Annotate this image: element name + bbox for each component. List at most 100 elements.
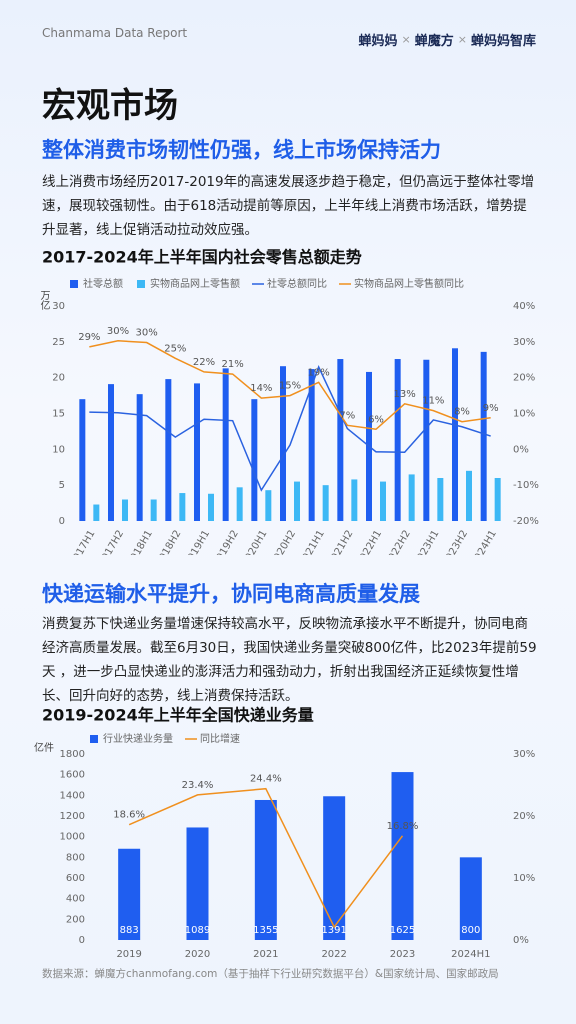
- line-label: 29%: [78, 332, 100, 343]
- bar: [150, 499, 157, 521]
- bar: [423, 359, 430, 521]
- y2-tick-label: 0%: [513, 935, 529, 946]
- x-tick-label: 2023H2: [441, 529, 470, 556]
- y-tick-label: 10: [52, 444, 65, 455]
- page-title: 宏观市场: [42, 86, 178, 126]
- bar: [136, 394, 143, 521]
- x-tick-label: 2021H1: [298, 529, 327, 556]
- legend-label: 实物商品网上零售额: [150, 277, 240, 290]
- bar-label: 1355: [253, 925, 278, 936]
- bar-label: 1391: [321, 925, 346, 936]
- y2-tick-label: 30%: [513, 749, 535, 760]
- line-label: 14%: [250, 383, 272, 394]
- bar: [459, 857, 482, 940]
- bar: [308, 369, 315, 521]
- y2-tick-label: 20%: [513, 373, 535, 384]
- brand: 蝉魔方: [414, 34, 454, 49]
- bar: [322, 485, 329, 521]
- line-label: 13%: [394, 389, 416, 400]
- y-tick-label: 0: [79, 935, 85, 946]
- separator: ×: [401, 33, 411, 46]
- bar-label: 800: [461, 925, 480, 936]
- legend-swatch: [70, 280, 78, 288]
- y2-tick-label: 40%: [513, 301, 535, 312]
- bar: [337, 359, 344, 521]
- y-tick-label: 20: [52, 373, 65, 384]
- line-label: 18.6%: [113, 810, 145, 821]
- chart-title: 2019-2024年上半年全国快递业务量: [42, 706, 314, 725]
- bar: [165, 379, 172, 521]
- line-label: 30%: [107, 326, 129, 337]
- x-tick-label: 2019H1: [183, 529, 212, 556]
- line-label: 19%: [308, 367, 330, 378]
- bar: [208, 493, 214, 521]
- y2-tick-label: 10%: [513, 873, 535, 884]
- bar: [179, 493, 186, 521]
- bar: [466, 470, 472, 521]
- line-label: 23.4%: [182, 780, 214, 791]
- bar: [323, 796, 346, 940]
- bar: [265, 490, 272, 521]
- y-tick-label: 1000: [60, 832, 85, 843]
- bar: [437, 478, 444, 521]
- y-tick-label: 30: [52, 301, 65, 312]
- x-tick-label: 2018H2: [154, 529, 183, 556]
- bar-label: 1089: [185, 925, 210, 936]
- bar: [394, 359, 401, 521]
- report-name: Chanmama Data Report: [42, 26, 188, 40]
- bar: [108, 384, 114, 521]
- bar: [351, 479, 358, 521]
- line-label: 15%: [279, 381, 301, 392]
- x-tick-label: 2018H1: [126, 529, 155, 556]
- legend-label: 社零总额同比: [267, 277, 327, 290]
- y-tick-label: 1200: [60, 811, 85, 822]
- bar: [93, 504, 100, 521]
- bar: [294, 481, 300, 521]
- line-label: 6%: [368, 414, 384, 425]
- y2-tick-label: 10%: [513, 409, 535, 420]
- y-axis-label: 亿件: [34, 741, 54, 754]
- legend-label: 实物商品网上零售额同比: [354, 277, 464, 290]
- x-tick-label: 2024H1: [451, 949, 490, 960]
- bar: [236, 487, 243, 521]
- y-tick-label: 5: [59, 480, 65, 491]
- x-tick-label: 2017H2: [97, 529, 126, 556]
- y-tick-label: 1800: [60, 749, 85, 760]
- x-tick-label: 2023H1: [412, 529, 441, 556]
- bar: [194, 383, 200, 521]
- bar: [391, 772, 414, 940]
- y2-tick-label: 0%: [513, 444, 529, 455]
- y2-tick-label: -10%: [513, 480, 539, 491]
- y-tick-label: 25: [52, 337, 65, 348]
- bar: [480, 351, 487, 521]
- bar: [118, 848, 141, 940]
- line-label: 22%: [193, 357, 215, 368]
- legend-label: 社零总额: [83, 277, 123, 290]
- line-label: 8%: [454, 407, 470, 418]
- line-label: 24.4%: [250, 774, 282, 785]
- bar: [408, 474, 415, 521]
- bar: [186, 827, 209, 940]
- x-tick-label: 2017H1: [68, 529, 97, 556]
- x-tick-label: 2021H2: [326, 529, 355, 556]
- y-axis-label: 万亿: [38, 290, 50, 311]
- bar: [452, 348, 458, 521]
- bar: [254, 799, 277, 940]
- x-tick-label: 2021: [253, 949, 278, 960]
- line-label: 16.8%: [387, 821, 419, 832]
- x-tick-label: 2023: [390, 949, 415, 960]
- x-tick-label: 2022: [321, 949, 346, 960]
- line-label: 30%: [136, 328, 158, 339]
- bar: [494, 478, 501, 521]
- brand: 蝉妈妈智库: [470, 34, 536, 49]
- y-tick-label: 15: [52, 409, 65, 420]
- source: 数据来源：蝉魔方chanmofang.com（基于抽样下行业研究数据平台）&国家…: [42, 968, 499, 980]
- line-label: 11%: [422, 396, 444, 407]
- line-label: 25%: [164, 343, 186, 354]
- y-tick-label: 800: [66, 852, 85, 863]
- legend-label: 行业快递业务量: [103, 732, 173, 745]
- y-tick-label: 200: [66, 914, 85, 925]
- brands: 蝉妈妈 × 蝉魔方 × 蝉妈妈智库: [359, 30, 536, 49]
